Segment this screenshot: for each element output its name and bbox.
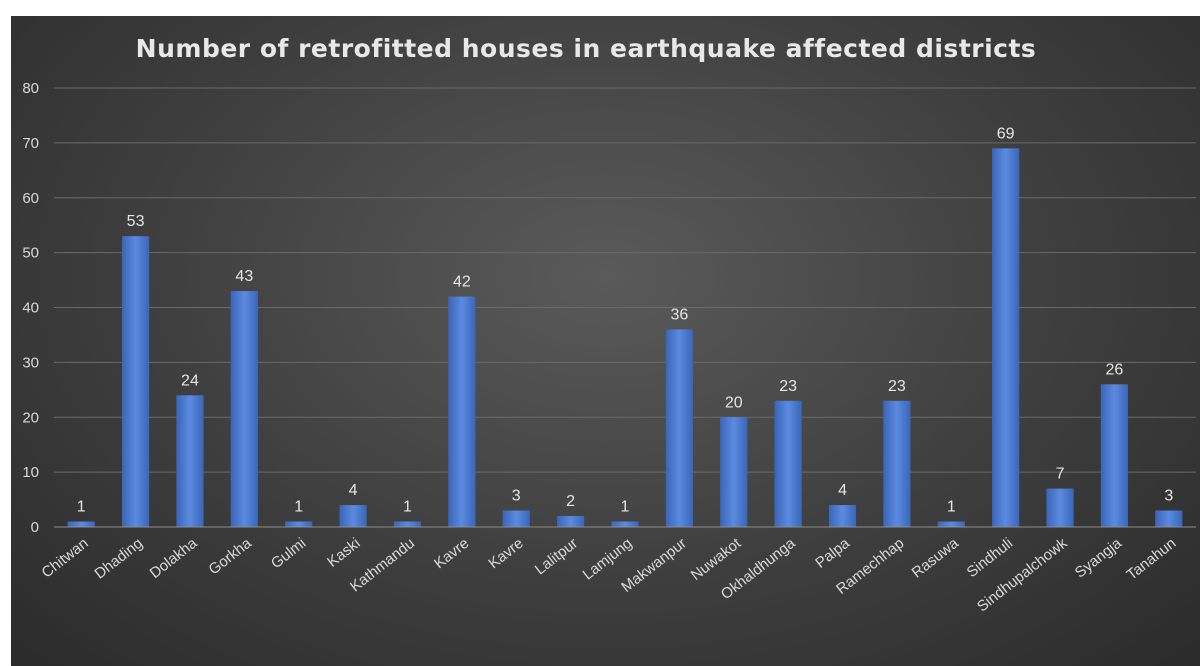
gridlines <box>54 87 1196 473</box>
bar <box>720 417 748 527</box>
x-tick-label: Chitwan <box>38 535 91 582</box>
bar <box>121 236 150 527</box>
y-tick-label: 20 <box>22 409 39 426</box>
x-tick-label: Kavre <box>485 535 526 573</box>
bar <box>176 395 204 527</box>
y-tick-label: 0 <box>31 519 39 536</box>
data-label: 4 <box>349 482 358 499</box>
x-tick-label: Lalitpur <box>532 535 581 579</box>
y-tick-label: 80 <box>22 80 39 97</box>
x-tick-label: Dolakha <box>147 534 201 582</box>
bar <box>393 521 422 527</box>
x-tick-label: Gulmi <box>268 535 309 573</box>
bar <box>828 505 857 527</box>
bar <box>1155 510 1183 527</box>
y-tick-label: 60 <box>22 190 39 207</box>
data-label: 53 <box>127 213 145 230</box>
y-tick-label: 30 <box>22 354 39 371</box>
x-tick-label: Rasuwa <box>909 534 963 581</box>
data-label: 1 <box>77 499 86 516</box>
y-axis-ticks: 0 10 20 30 40 50 60 70 80 <box>22 80 39 536</box>
data-label: 1 <box>294 499 303 516</box>
data-label: 23 <box>779 378 797 395</box>
bar <box>937 521 965 527</box>
y-tick-label: 70 <box>22 135 39 152</box>
data-label: 23 <box>888 378 906 395</box>
bars <box>67 148 1183 528</box>
x-tick-label: Sindhupalchowk <box>974 534 1071 615</box>
x-tick-label: Palpa <box>812 534 853 571</box>
data-label: 42 <box>453 274 471 291</box>
data-label: 69 <box>997 125 1015 142</box>
y-tick-label: 40 <box>22 300 39 317</box>
data-label: 1 <box>621 499 630 516</box>
bar <box>1046 488 1074 527</box>
data-label: 3 <box>1164 488 1173 505</box>
bar <box>1100 384 1129 527</box>
bar-chart: Number of retrofitted houses in earthqua… <box>22 34 1196 615</box>
bar <box>665 329 693 527</box>
x-tick-label: Syangja <box>1072 534 1126 581</box>
x-tick-label: Kaski <box>324 535 363 571</box>
data-label: 24 <box>181 372 199 389</box>
bar <box>557 516 585 527</box>
data-label: 43 <box>235 268 253 285</box>
bar <box>67 521 95 527</box>
bar <box>992 148 1020 528</box>
data-label: 7 <box>1056 466 1065 483</box>
data-label: 2 <box>566 493 575 510</box>
x-tick-label: Kavre <box>431 535 472 573</box>
x-tick-label: Gorkha <box>206 534 256 578</box>
bar <box>230 291 258 527</box>
data-label: 26 <box>1106 361 1124 378</box>
bar <box>502 510 530 527</box>
data-label: 1 <box>947 499 956 516</box>
y-tick-label: 10 <box>22 464 39 481</box>
data-label: 4 <box>838 482 847 499</box>
chart-area: Number of retrofitted houses in earthqua… <box>11 16 1200 666</box>
x-tick-label: Tanahun <box>1123 535 1179 584</box>
data-label: 3 <box>512 488 521 505</box>
chart-title: Number of retrofitted houses in earthqua… <box>136 34 1037 63</box>
data-label: 1 <box>403 499 412 516</box>
bar <box>285 521 313 527</box>
x-tick-label: Dhading <box>92 535 147 583</box>
x-axis-ticks: Chitwan Dhading Dolakha Gorkha Gulmi KaskiKat… <box>38 534 1179 615</box>
bar <box>448 296 476 527</box>
bar <box>339 505 367 527</box>
y-tick-label: 50 <box>22 245 39 262</box>
bar <box>611 521 639 527</box>
bar <box>883 400 911 527</box>
data-label: 20 <box>725 394 743 411</box>
bar <box>774 400 802 527</box>
data-label: 36 <box>670 306 688 323</box>
